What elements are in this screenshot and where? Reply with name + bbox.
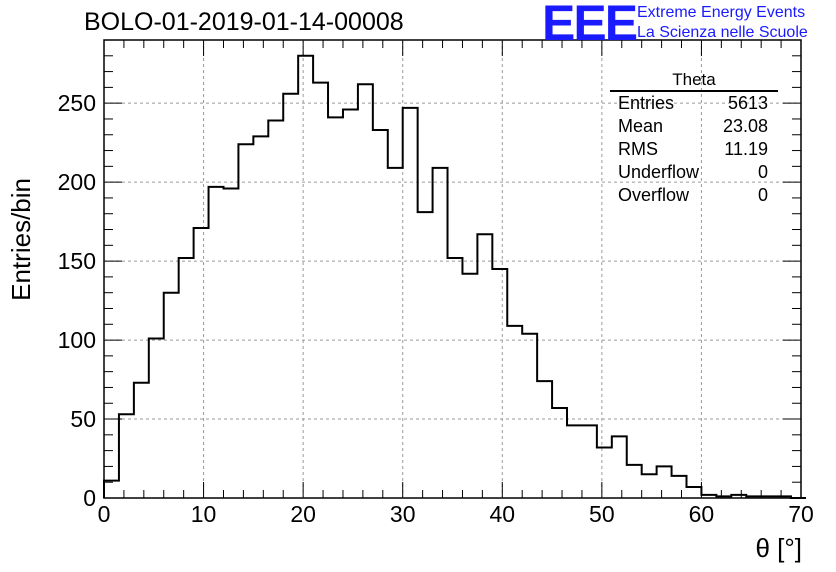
- histogram-bin: [686, 487, 701, 498]
- stats-row-underflow: Underflow 0: [610, 161, 778, 184]
- eee-logo-mark: EEE: [542, 0, 638, 51]
- histogram-bin: [388, 168, 403, 498]
- stats-title: Theta: [610, 70, 778, 92]
- histogram-bin: [477, 234, 492, 498]
- logo-line-1: Extreme Energy Events: [637, 4, 806, 21]
- histogram-bin: [567, 425, 582, 498]
- histogram-bin: [418, 212, 433, 498]
- histogram-bin: [492, 269, 507, 498]
- y-tick-label: 50: [70, 406, 96, 432]
- histogram-bin: [582, 425, 597, 498]
- stats-value: 23.08: [722, 116, 768, 136]
- x-tick-label: 50: [589, 501, 615, 527]
- axis-ticks: [103, 39, 802, 499]
- histogram-bin: [209, 187, 224, 498]
- stats-value: 0: [757, 162, 768, 182]
- histogram-bin: [179, 258, 194, 498]
- stats-row-overflow: Overflow 0: [610, 184, 778, 207]
- histogram-outline: [103, 54, 806, 499]
- x-tick-label: 60: [689, 501, 715, 527]
- histogram-bin: [164, 293, 179, 498]
- histogram-bin: [716, 496, 731, 498]
- histogram-bin: [597, 447, 612, 498]
- stats-label: Mean: [618, 116, 664, 136]
- histogram-bin: [298, 56, 313, 498]
- histogram-bin: [507, 326, 522, 498]
- histogram-bin: [746, 496, 761, 498]
- histogram-bin: [657, 466, 672, 498]
- stats-label: Entries: [618, 93, 675, 113]
- y-tick-label: 250: [58, 90, 96, 116]
- chart-title: BOLO-01-2019-01-14-00008: [84, 8, 404, 36]
- stats-row-entries: Entries 5613: [610, 92, 778, 115]
- histogram-bin: [612, 436, 627, 498]
- histogram-bin: [462, 274, 477, 498]
- y-tick-label: 150: [58, 248, 96, 274]
- histogram-bin: [448, 258, 463, 498]
- histogram-bin: [433, 168, 448, 498]
- x-tick-label: 30: [390, 501, 416, 527]
- stats-label: Underflow: [618, 162, 700, 182]
- x-tick-label: 20: [290, 501, 316, 527]
- stats-box: Theta Entries 5613 Mean 23.08 RMS 11.19 …: [610, 70, 778, 207]
- x-tick-label: 10: [191, 501, 217, 527]
- y-axis-label: Entries/bin: [6, 178, 36, 301]
- stats-value: 11.19: [724, 139, 768, 159]
- x-tick-label: 0: [98, 501, 111, 527]
- histogram-bin: [238, 144, 253, 498]
- histogram-bin: [313, 83, 328, 498]
- histogram-bin: [403, 108, 418, 498]
- x-tick-label: 40: [489, 501, 515, 527]
- stats-row-mean: Mean 23.08: [610, 115, 778, 138]
- stats-value: 0: [757, 185, 768, 205]
- histogram-bin: [328, 117, 343, 498]
- logo-line-2: La Scienza nelle Scuole: [637, 24, 808, 41]
- histogram-bin: [627, 465, 642, 498]
- histogram-bin: [761, 496, 776, 498]
- y-tick-label: 0: [83, 485, 96, 511]
- stats-value: 5613: [727, 93, 768, 113]
- histogram-bin: [134, 383, 149, 498]
- histogram-bin: [283, 94, 298, 498]
- histogram-bin: [149, 338, 164, 498]
- histogram-bin: [522, 334, 537, 498]
- stats-label: Overflow: [618, 185, 690, 205]
- histogram-bin: [776, 496, 791, 498]
- y-tick-label: 100: [58, 327, 96, 353]
- histogram-bin: [253, 136, 268, 498]
- histogram-bin: [104, 481, 119, 498]
- y-tick-labels: 0 50 100 150 200 250: [58, 90, 96, 511]
- x-axis-label: θ [°]: [755, 533, 802, 563]
- histogram-bin: [194, 228, 209, 498]
- y-tick-label: 200: [58, 169, 96, 195]
- histogram-bin: [642, 474, 657, 498]
- histogram-bin: [373, 130, 388, 498]
- histogram-bin: [701, 495, 716, 498]
- histogram-bin: [223, 188, 238, 498]
- x-tick-label: 70: [788, 501, 814, 527]
- x-tick-labels: 0 10 20 30 40 50 60 70: [98, 501, 814, 527]
- histogram-bin: [268, 121, 283, 498]
- plot-frame: [103, 39, 802, 499]
- stats-row-rms: RMS 11.19: [610, 138, 778, 161]
- histogram-bin: [672, 476, 687, 498]
- histogram-bin: [552, 408, 567, 498]
- stats-label: RMS: [618, 139, 658, 159]
- histogram-bin: [119, 414, 134, 498]
- histogram-bin: [343, 109, 358, 498]
- histogram-bin: [537, 381, 552, 498]
- histogram-bin: [358, 84, 373, 498]
- histogram-bin: [731, 495, 746, 498]
